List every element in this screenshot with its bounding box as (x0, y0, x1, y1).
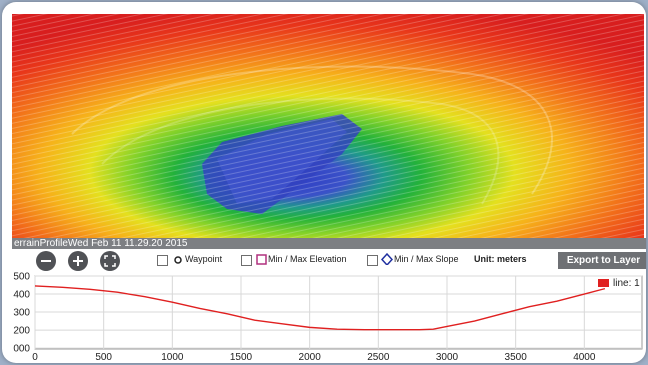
x-tick-label: 3000 (436, 352, 459, 363)
profile-title: errainProfileWed Feb 11 11.29.20 2015 (14, 238, 188, 249)
zoom-out-button[interactable] (36, 251, 56, 271)
x-tick-label: 500 (95, 352, 112, 363)
minmax-elevation-checkbox[interactable] (241, 255, 252, 266)
y-tick-label: 500 (13, 272, 30, 283)
y-tick-label: 200 (13, 326, 30, 337)
x-tick-label: 2000 (299, 352, 322, 363)
unit-label: Unit: meters (474, 254, 527, 264)
zoom-in-button[interactable] (68, 251, 88, 271)
slope-diamond-icon (381, 253, 393, 265)
fit-to-extent-icon (104, 255, 116, 267)
minmax-elevation-label: Min / Max Elevation (268, 254, 347, 264)
x-tick-label: 1000 (161, 352, 184, 363)
profile-chart-svg: 0 500 1000 1500 2000 2500 3000 3500 4000 500 400 30… (13, 272, 643, 363)
waypoint-label: Waypoint (185, 254, 223, 264)
elevation-square-icon (256, 254, 267, 265)
profile-line (34, 285, 606, 331)
terrain-image (12, 14, 644, 238)
terrain-3d-view[interactable] (12, 14, 644, 238)
profile-title-bar: errainProfileWed Feb 11 11.29.20 2015 (12, 238, 646, 249)
x-tick-label: 0 (32, 352, 38, 363)
elevation-profile-chart[interactable]: 0 500 1000 1500 2000 2500 3000 3500 4000 500 400 30… (2, 272, 646, 363)
y-tick-label: 000 (13, 344, 30, 355)
legend-swatch (598, 279, 609, 287)
minus-icon (41, 260, 51, 262)
y-tick-label: 300 (13, 308, 30, 319)
plus-icon (73, 256, 83, 266)
profile-toolbar: Waypoint Min / Max Elevation Min / Max S… (12, 249, 646, 272)
x-tick-label: 1500 (230, 352, 253, 363)
waypoint-circle-icon (174, 256, 182, 264)
minmax-slope-checkbox[interactable] (367, 255, 378, 266)
x-tick-label: 3500 (505, 352, 528, 363)
y-tick-label: 400 (13, 290, 30, 301)
legend-label: line: 1 (613, 278, 640, 289)
x-tick-label: 2500 (367, 352, 390, 363)
fit-extent-button[interactable] (100, 251, 120, 271)
x-tick-label: 4000 (573, 352, 596, 363)
waypoint-checkbox[interactable] (157, 255, 168, 266)
minmax-slope-label: Min / Max Slope (394, 254, 459, 264)
export-to-layer-button[interactable]: Export to Layer (558, 252, 646, 269)
